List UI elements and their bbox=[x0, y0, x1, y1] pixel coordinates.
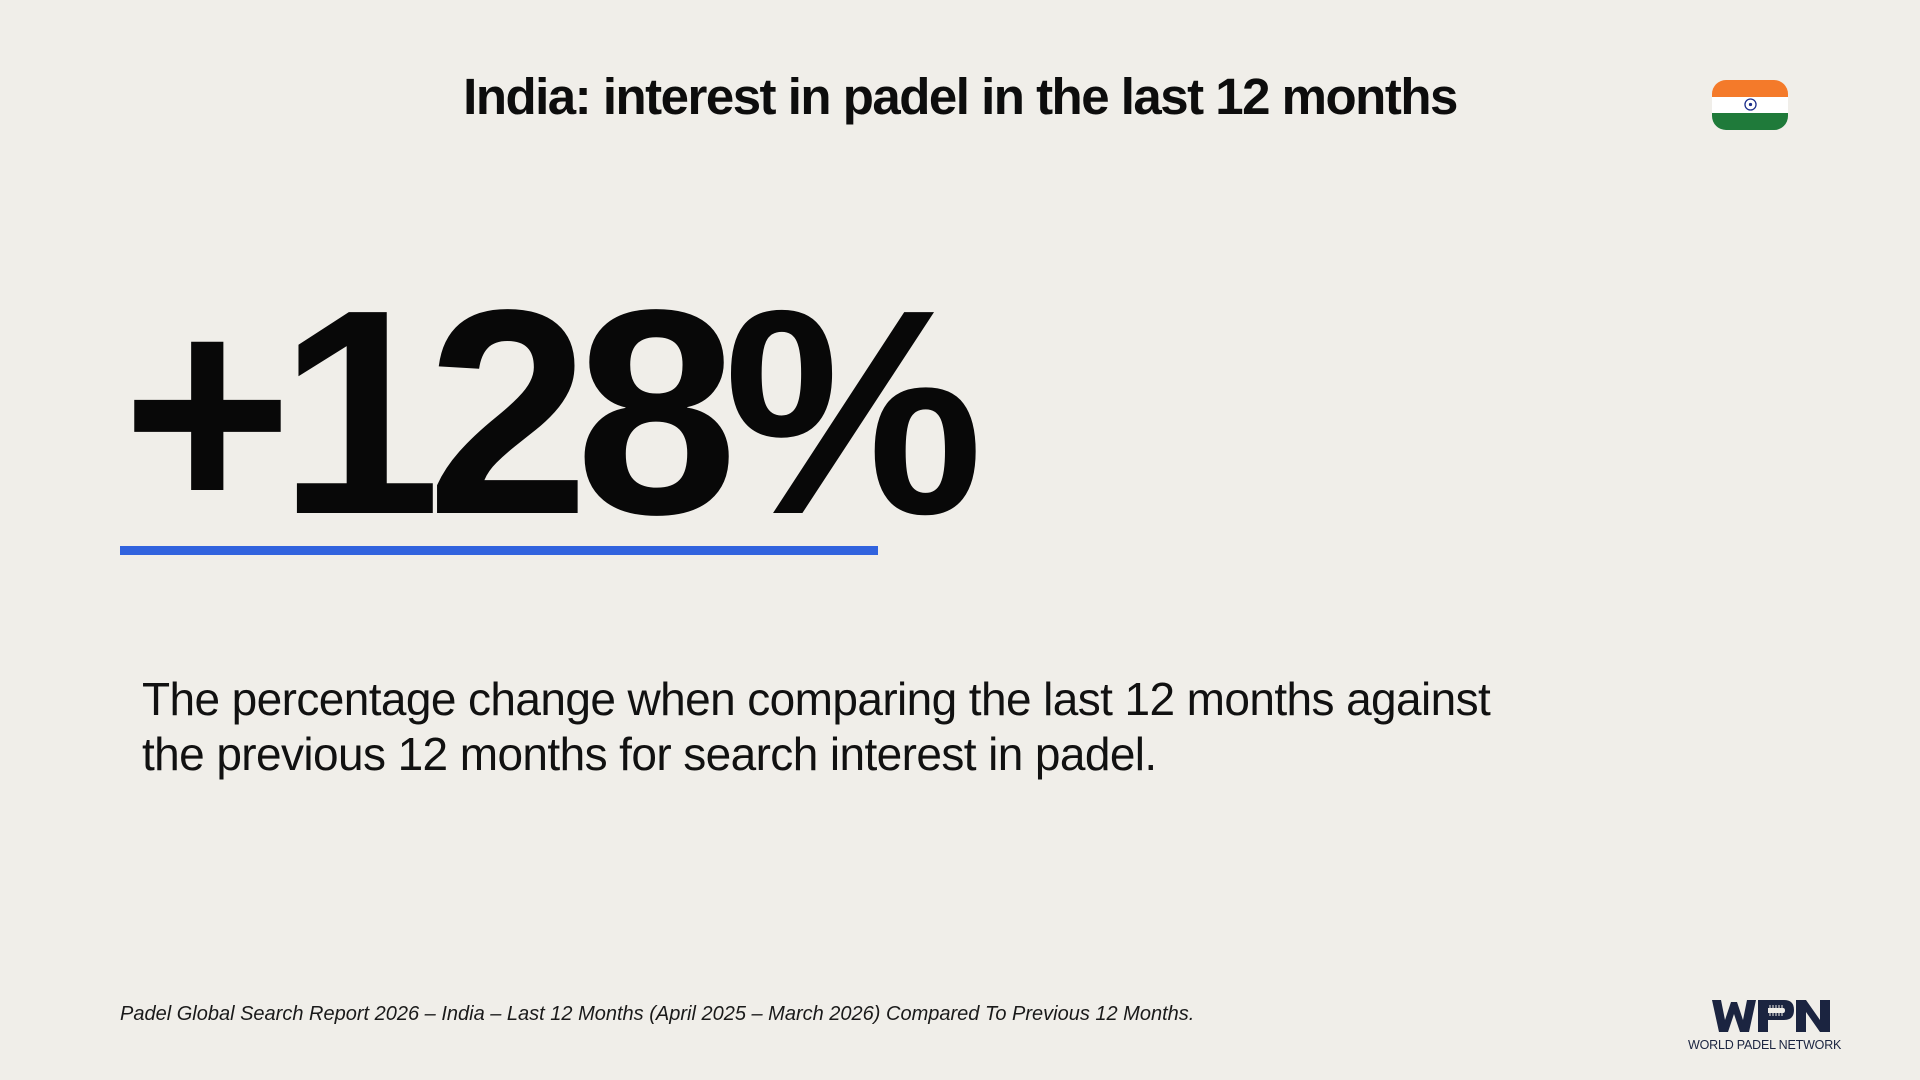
stat-value: +128% bbox=[122, 249, 983, 575]
wpn-logo-mark bbox=[1712, 1000, 1830, 1032]
wpn-logo: WORLD PADEL NETWORK bbox=[1688, 996, 1890, 1052]
stat-underline bbox=[120, 546, 878, 555]
source-note: Padel Global Search Report 2026 – India … bbox=[120, 1003, 1195, 1025]
stat-description: The percentage change when comparing the… bbox=[142, 673, 1491, 780]
page-title: India: interest in padel in the last 12 … bbox=[463, 68, 1458, 125]
logo-tagline: WORLD PADEL NETWORK bbox=[1688, 1038, 1842, 1052]
india-flag-icon bbox=[1712, 80, 1788, 130]
ashoka-chakra-icon bbox=[1743, 98, 1757, 112]
